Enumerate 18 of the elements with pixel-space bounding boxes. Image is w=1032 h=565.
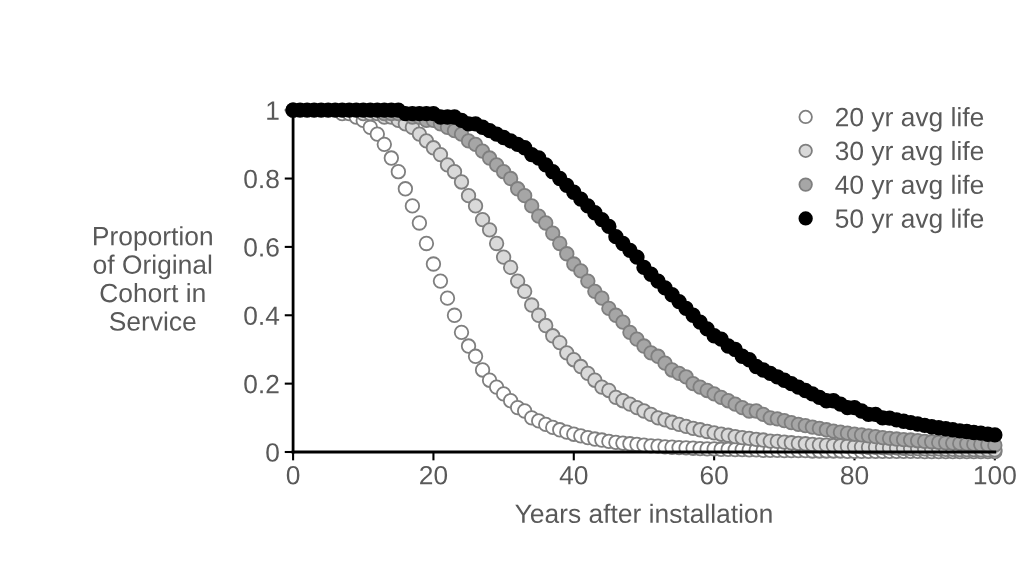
x-tick-label: 60	[700, 465, 728, 485]
legend-label: 50 yr avg life	[835, 208, 984, 234]
x-tick-label: 0	[286, 465, 300, 485]
y-tick-label: 0.6	[244, 238, 279, 257]
y-tick-label: 1	[267, 101, 279, 120]
y-tick-label: 0.8	[244, 169, 279, 189]
legend-label: 40 yr avg life	[835, 174, 984, 200]
legend-label: 30 yr avg life	[835, 140, 984, 166]
y-axis-title: Proportion of Original Cohort in Service	[93, 226, 212, 331]
x-tick-label: 100	[974, 465, 1016, 485]
x-tick-label: 20	[420, 465, 448, 485]
legend-label: 20 yr avg life	[836, 107, 984, 132]
x-tick-label: 80	[840, 465, 869, 485]
y-tick-label: 0.4	[244, 306, 280, 326]
x-tick-label: 40	[559, 465, 588, 485]
y-tick-label: 0	[266, 443, 279, 462]
y-tick-label: 0.2	[244, 374, 279, 394]
x-axis-title: Years after installation	[515, 503, 772, 524]
